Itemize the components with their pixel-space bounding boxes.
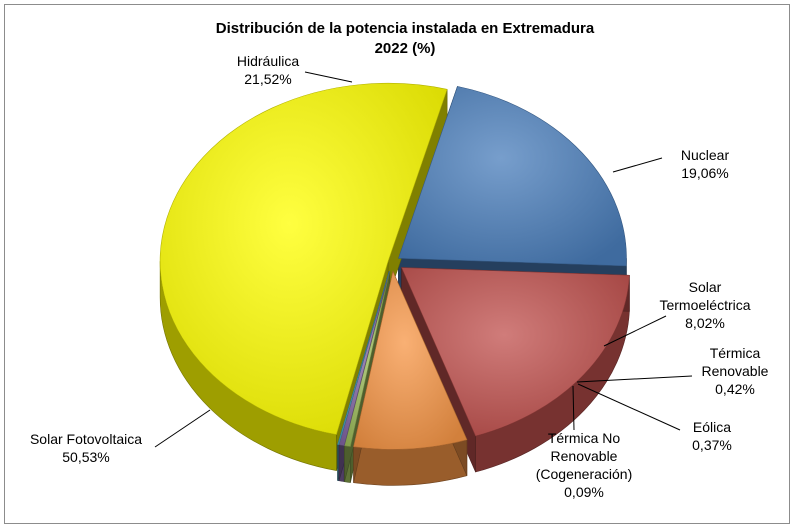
slice-solar-fotovoltaica xyxy=(159,82,448,435)
label-solar-termoelectrica: Solar Termoeléctrica 8,02% xyxy=(659,279,750,331)
leader-line-termica-renovable xyxy=(576,375,693,383)
leader-line-solar-termoelectrica xyxy=(603,315,667,347)
label-nuclear: Nuclear 19,06% xyxy=(681,147,730,181)
label-termica-no-renovable-cogeneracion: Térmica No Renovable (Cogeneración) 0,09% xyxy=(536,430,633,500)
chart-title: Distribución de la potencia instalada en… xyxy=(216,20,595,37)
leader-line-nuclear xyxy=(612,157,663,173)
leader-line-solar-fotovoltaica xyxy=(154,409,211,448)
chart-subtitle: 2022 (%) xyxy=(375,40,436,57)
label-termica-renovable: Térmica Renovable 0,42% xyxy=(702,345,769,397)
leader-line-termica-no-renovable-cogeneracion xyxy=(572,385,575,431)
label-solar-fotovoltaica: Solar Fotovoltaica 50,53% xyxy=(30,431,142,465)
leader-line-hidraulica xyxy=(304,71,353,83)
slice-nuclear xyxy=(401,267,630,437)
slice-hidraulica xyxy=(398,86,627,267)
label-hidraulica: Hidráulica 21,52% xyxy=(237,53,299,87)
slice-solar-termoelectrica xyxy=(353,270,468,450)
label-eolica: Eólica 0,37% xyxy=(692,419,732,453)
slice-termica-no-renovable-cogeneracion xyxy=(337,271,390,446)
leader-line-eolica xyxy=(577,383,681,431)
